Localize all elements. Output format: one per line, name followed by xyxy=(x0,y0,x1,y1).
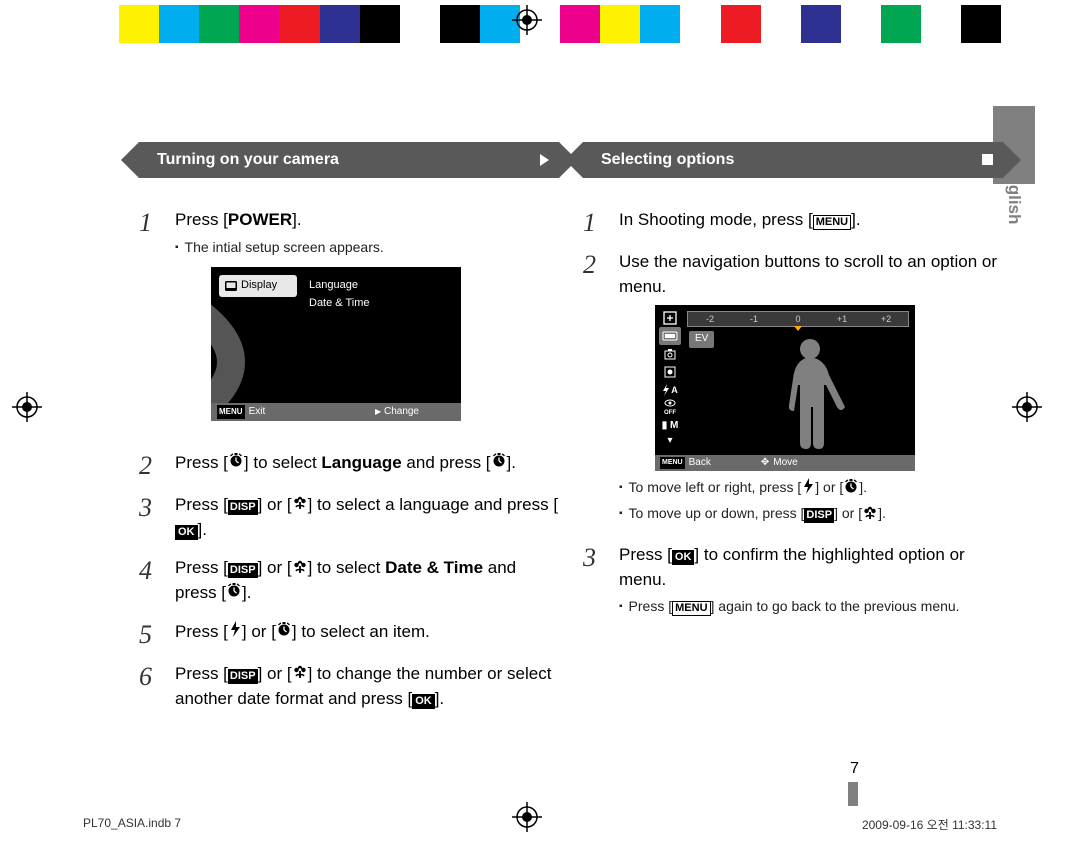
step-body: Use the navigation buttons to scroll to … xyxy=(619,250,1003,529)
registration-mark-icon xyxy=(512,5,542,35)
left-column: Turning on your camera 1 Press [POWER].T… xyxy=(139,142,559,726)
shooting-side-icons: A OFF ▮ M ▾ xyxy=(659,309,683,453)
step-body: Press [DISP] or [] to select Date & Time… xyxy=(175,556,559,606)
registration-mark-icon xyxy=(12,392,42,422)
instruction-step: 1 In Shooting mode, press [MENU]. xyxy=(583,208,1003,236)
ok-button-icon: OK xyxy=(175,525,198,540)
disp-button-icon: DISP xyxy=(804,508,834,523)
step-body: Press [] or [] to select an item. xyxy=(175,620,559,648)
screen-footer-exit: Exit xyxy=(249,405,266,420)
macro-flower-icon xyxy=(292,662,308,687)
step-number: 3 xyxy=(139,493,175,542)
disp-button-icon: DISP xyxy=(228,500,258,515)
instruction-step: 3 Press [DISP] or [] to select a languag… xyxy=(139,493,559,542)
step-body: Press [DISP] or [] to select a language … xyxy=(175,493,559,542)
ok-button-icon: OK xyxy=(412,694,435,709)
instruction-step: 1 Press [POWER].The intial setup screen … xyxy=(139,208,559,437)
instruction-step: 4 Press [DISP] or [] to select Date & Ti… xyxy=(139,556,559,606)
play-icon xyxy=(540,154,549,166)
instruction-step: 2 Press [] to select Language and press … xyxy=(139,451,559,479)
step-sub-list: Press [MENU] again to go back to the pre… xyxy=(619,596,1003,616)
ok-button-icon: OK xyxy=(672,550,695,565)
step-number: 1 xyxy=(583,208,619,236)
instruction-step: 3 Press [OK] to confirm the highlighted … xyxy=(583,543,1003,621)
step-sub-item: To move left or right, press [] or []. xyxy=(619,477,1003,499)
camera-lcd-setup-screen: Display LanguageDate & Time MENU Exit ▶ … xyxy=(211,267,461,421)
step-number: 1 xyxy=(139,208,175,437)
self-timer-icon xyxy=(843,478,859,499)
ev-scale-bar: -2-10+1+2 xyxy=(687,311,909,327)
step-number: 2 xyxy=(583,250,619,529)
setup-screen-decoration-arc xyxy=(211,267,461,421)
camera-lcd-shooting-screen: A OFF ▮ M ▾ -2-10+1+2 EV MENU Back ✥ Mov… xyxy=(655,305,915,471)
section-header-left: Turning on your camera xyxy=(139,142,559,178)
instruction-step: 5 Press [] or [] to select an item. xyxy=(139,620,559,648)
screen-footer-change: Change xyxy=(384,406,419,417)
step-sub-list: The intial setup screen appears. xyxy=(175,237,559,257)
flash-icon xyxy=(228,620,242,645)
step-body: Press [DISP] or [] to change the number … xyxy=(175,662,559,711)
macro-flower-icon xyxy=(292,557,308,582)
step-number: 5 xyxy=(139,620,175,648)
right-steps: 1 In Shooting mode, press [MENU]. 2 Use … xyxy=(583,208,1003,621)
instruction-step: 2 Use the navigation buttons to scroll t… xyxy=(583,250,1003,529)
disp-button-icon: DISP xyxy=(228,563,258,578)
footer-filename: PL70_ASIA.indb 7 xyxy=(83,816,181,830)
stop-icon xyxy=(982,154,993,165)
macro-flower-icon xyxy=(862,504,878,525)
step-body: Press [OK] to confirm the highlighted op… xyxy=(619,543,1003,621)
step-number: 3 xyxy=(583,543,619,621)
step-sub-item: Press [MENU] again to go back to the pre… xyxy=(619,596,1003,616)
screen-footer-move: Move xyxy=(773,456,797,471)
manual-page: English Turning on your camera 1 Press [… xyxy=(45,98,1035,798)
footer-timestamp: 2009-09-16 오전 11:33:11 xyxy=(862,816,997,833)
step-sub-list: To move left or right, press [] or []. To… xyxy=(619,477,1003,525)
step-number: 4 xyxy=(139,556,175,606)
ev-label: EV xyxy=(689,331,714,348)
section-header-left-text: Turning on your camera xyxy=(157,151,339,169)
macro-flower-icon xyxy=(292,493,308,518)
step-number: 6 xyxy=(139,662,175,711)
step-number: 2 xyxy=(139,451,175,479)
left-steps: 1 Press [POWER].The intial setup screen … xyxy=(139,208,559,712)
page-number-bar xyxy=(848,782,858,806)
step-sub-item: The intial setup screen appears. xyxy=(175,237,559,257)
menu-button-icon: MENU xyxy=(813,215,851,230)
disp-button-icon: DISP xyxy=(228,669,258,684)
page-number: 7 xyxy=(850,760,859,778)
section-header-right: Selecting options xyxy=(583,142,1003,178)
menu-button-icon: MENU xyxy=(672,601,710,616)
section-header-right-text: Selecting options xyxy=(601,151,734,169)
step-body: Press [] to select Language and press []… xyxy=(175,451,559,479)
human-silhouette-icon xyxy=(765,335,855,451)
self-timer-icon xyxy=(228,451,244,476)
flash-icon xyxy=(801,478,815,499)
step-body: Press [POWER].The intial setup screen ap… xyxy=(175,208,559,437)
self-timer-icon xyxy=(491,451,507,476)
self-timer-icon xyxy=(226,581,242,606)
instruction-step: 6 Press [DISP] or [] to change the numbe… xyxy=(139,662,559,711)
registration-mark-icon xyxy=(512,802,542,832)
screen-footer-back: Back xyxy=(689,456,711,471)
right-column: Selecting options 1 In Shooting mode, pr… xyxy=(583,142,1003,635)
self-timer-icon xyxy=(276,620,292,645)
step-sub-item: To move up or down, press [DISP] or []. xyxy=(619,503,1003,525)
step-body: In Shooting mode, press [MENU]. xyxy=(619,208,1003,236)
